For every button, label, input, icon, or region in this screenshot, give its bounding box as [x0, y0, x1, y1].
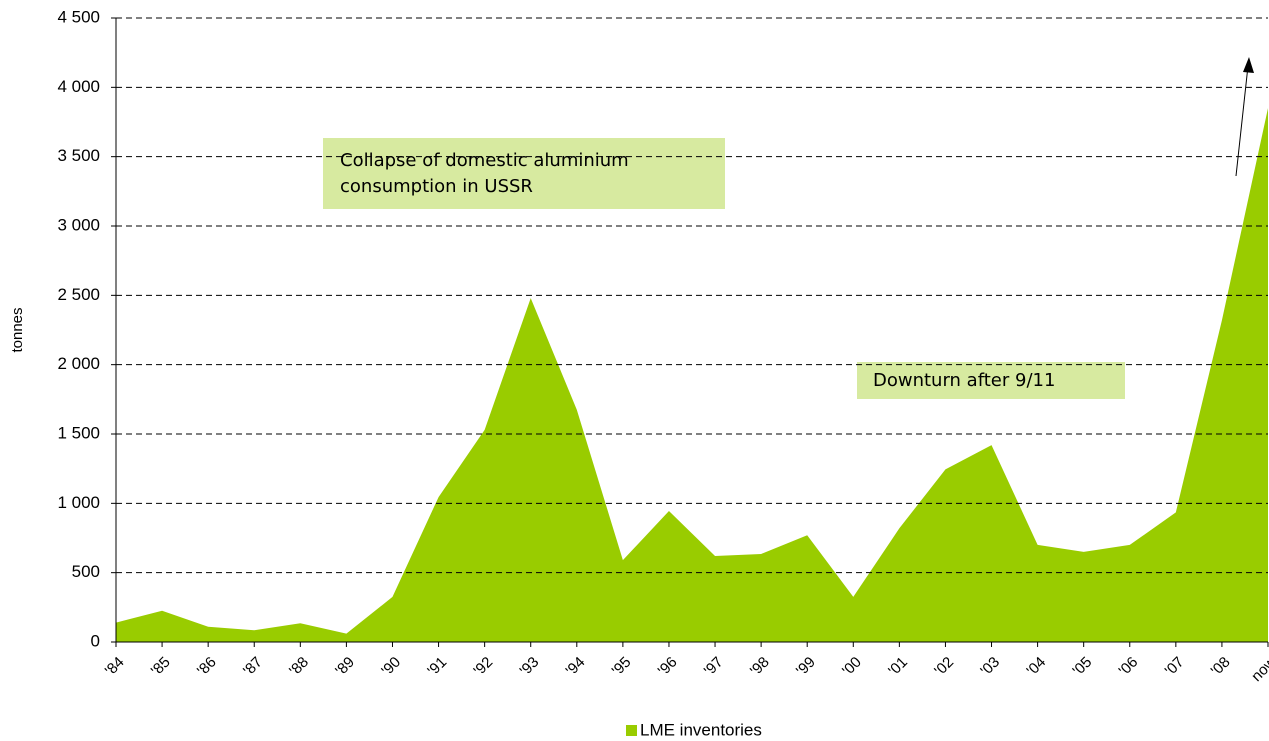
annotation-text: Collapse of domestic aluminium [340, 150, 629, 171]
x-tick-label: '89 [332, 654, 358, 680]
x-tick-label: '07 [1162, 654, 1188, 680]
arrow-head [1243, 57, 1254, 73]
plot: 0 500 1 000 1 500 2 000 2 500 3 000 3 500 4 000 4… [57, 7, 1269, 739]
x-tick-label: '96 [655, 654, 681, 680]
x-tick-label: '91 [424, 654, 450, 680]
x-tick-label: '95 [609, 654, 635, 680]
annotation-1: Collapse of domestic aluminium consumpti… [323, 138, 725, 209]
annotation-box [857, 362, 1125, 399]
y-axis-label: tonnes [9, 307, 26, 352]
x-tick-label: '86 [194, 654, 220, 680]
x-tick-label: '90 [378, 654, 404, 680]
annotation-text: consumption in USSR [340, 176, 533, 197]
area [116, 108, 1268, 643]
y-tick-label: 3 000 [57, 215, 100, 234]
y-tick-label: 0 [91, 631, 100, 650]
x-tick-label: '98 [747, 654, 773, 680]
x-tick-label: '99 [793, 654, 819, 680]
x-tick-label: '01 [885, 654, 911, 680]
x-tick-label: now [1248, 654, 1269, 686]
x-tick-label: '92 [470, 654, 496, 680]
x-tick-label: '94 [563, 654, 589, 680]
annotation-2: Downturn after 9/11 [857, 362, 1125, 399]
y-tick-label: 2 000 [57, 354, 100, 373]
y-tick-label: 1 000 [57, 493, 100, 512]
arrow-line [1235, 65, 1249, 177]
annotation-box [323, 138, 725, 209]
x-tick-label: '84 [102, 654, 128, 680]
x-tick-label: '02 [931, 654, 957, 680]
x-tick-label: '97 [701, 654, 727, 680]
legend-label: LME inventories [640, 720, 762, 739]
x-tick-label: '93 [517, 654, 543, 680]
annotation-text: Downturn after 9/11 [873, 370, 1055, 391]
y-tick-label: 4 500 [57, 7, 100, 26]
x-tick-label: '88 [286, 654, 312, 680]
x-tick-label: '03 [977, 654, 1003, 680]
legend-swatch [626, 725, 637, 736]
x-tick-label: '04 [1023, 654, 1049, 680]
x-tick-label: '87 [240, 654, 266, 680]
y-tick-label: 500 [72, 562, 100, 581]
x-tick-label: '06 [1116, 654, 1142, 680]
x-tick-label: '08 [1208, 654, 1234, 680]
x-tick-label: '05 [1069, 654, 1095, 680]
arrow [1235, 57, 1254, 177]
y-tick-label: 3 500 [57, 146, 100, 165]
x-tick-label: '85 [148, 654, 174, 680]
x-tick-label: '00 [839, 654, 865, 680]
y-tick-label: 2 500 [57, 285, 100, 304]
y-tick-label: 1 500 [57, 423, 100, 442]
y-tick-label: 4 000 [57, 77, 100, 96]
